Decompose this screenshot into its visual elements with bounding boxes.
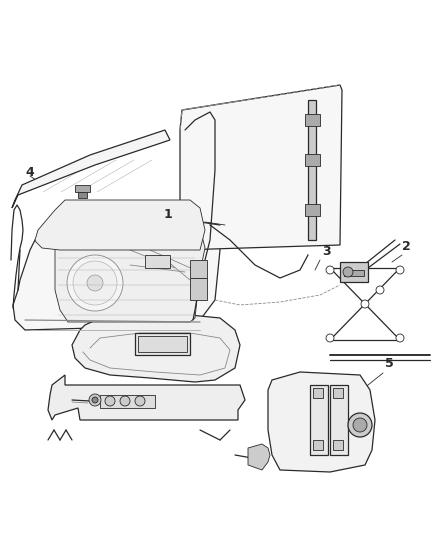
Polygon shape xyxy=(330,385,348,455)
Polygon shape xyxy=(310,385,328,455)
Polygon shape xyxy=(48,375,245,420)
Polygon shape xyxy=(333,388,343,398)
Polygon shape xyxy=(145,255,170,268)
Circle shape xyxy=(326,266,334,274)
Text: 1: 1 xyxy=(164,208,173,221)
Polygon shape xyxy=(12,130,170,208)
Polygon shape xyxy=(78,192,87,198)
Polygon shape xyxy=(72,315,240,382)
Polygon shape xyxy=(190,278,207,300)
Circle shape xyxy=(105,396,115,406)
Circle shape xyxy=(396,266,404,274)
Circle shape xyxy=(89,394,101,406)
Circle shape xyxy=(73,261,117,305)
Circle shape xyxy=(348,413,372,437)
Polygon shape xyxy=(13,220,220,330)
Text: 5: 5 xyxy=(385,357,394,370)
Circle shape xyxy=(67,255,123,311)
Circle shape xyxy=(120,396,130,406)
Polygon shape xyxy=(138,336,187,352)
Polygon shape xyxy=(248,444,270,470)
Polygon shape xyxy=(313,440,323,450)
Text: 2: 2 xyxy=(402,240,411,253)
Circle shape xyxy=(361,300,369,308)
Polygon shape xyxy=(75,185,90,192)
Circle shape xyxy=(135,396,145,406)
Circle shape xyxy=(396,334,404,342)
Polygon shape xyxy=(340,262,368,282)
Circle shape xyxy=(92,397,98,403)
Polygon shape xyxy=(333,440,343,450)
Polygon shape xyxy=(100,395,155,408)
Text: 4: 4 xyxy=(26,166,34,179)
Circle shape xyxy=(87,275,103,291)
Polygon shape xyxy=(35,200,205,250)
Polygon shape xyxy=(344,270,364,276)
Polygon shape xyxy=(135,333,190,355)
Circle shape xyxy=(376,286,384,294)
Text: 3: 3 xyxy=(322,245,331,258)
Circle shape xyxy=(326,334,334,342)
Polygon shape xyxy=(305,114,320,126)
Polygon shape xyxy=(308,100,316,240)
Polygon shape xyxy=(268,372,375,472)
Polygon shape xyxy=(305,154,320,166)
Circle shape xyxy=(343,267,353,277)
Polygon shape xyxy=(190,260,207,278)
Polygon shape xyxy=(313,388,323,398)
Circle shape xyxy=(353,418,367,432)
Polygon shape xyxy=(55,222,205,322)
Polygon shape xyxy=(305,204,320,216)
Polygon shape xyxy=(180,85,342,250)
